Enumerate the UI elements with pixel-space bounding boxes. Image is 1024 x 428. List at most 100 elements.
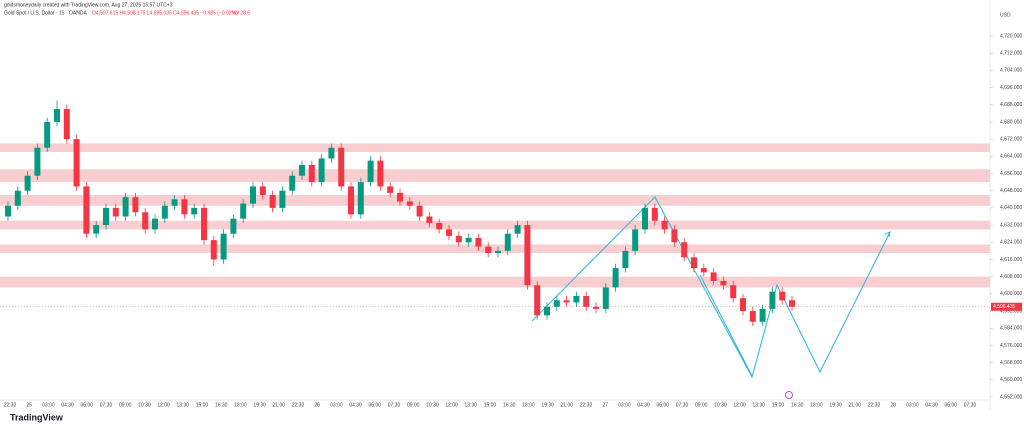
candle-body: [93, 225, 100, 234]
y-tick-label: 4,616.000: [1000, 257, 1022, 263]
y-tick-label: 4,560.000: [1000, 377, 1022, 383]
x-tick-label: 12:00: [445, 402, 458, 408]
candle-body: [691, 257, 697, 269]
event-icon[interactable]: [785, 391, 793, 399]
x-tick-label: 16:30: [791, 402, 804, 408]
x-tick-label: 06:00: [81, 402, 94, 408]
candle-body: [524, 225, 531, 286]
x-tick-label: 13:30: [465, 402, 478, 408]
y-tick-label: 4,656.000: [1000, 171, 1022, 177]
last-price-tag: [991, 302, 1022, 311]
credit: goldsmoneydaily created with TradingView…: [4, 2, 173, 8]
x-tick-label: 09:00: [695, 402, 708, 408]
y-tick-label: 4,552.000: [1000, 394, 1022, 400]
x-tick-label: 09:00: [407, 402, 420, 408]
projection-path: [531, 196, 891, 379]
candle-body: [279, 190, 286, 208]
candle-body: [103, 207, 109, 226]
candle-body: [455, 235, 462, 243]
candle-body: [553, 300, 560, 307]
candle-body: [612, 268, 619, 288]
candle-body: [671, 229, 678, 243]
x-tick-label: 21:00: [273, 402, 286, 408]
candle-body: [63, 109, 70, 140]
price-zone: [0, 220, 990, 230]
x-tick-label: 28: [890, 402, 896, 408]
candle-body: [602, 287, 609, 309]
candle-body: [220, 233, 227, 260]
x-tick-label: 06:00: [657, 402, 670, 408]
candle-body: [436, 222, 443, 230]
candle-body: [416, 205, 423, 217]
candle-body: [142, 212, 149, 230]
projection-segment: [699, 274, 753, 377]
candle-body: [181, 199, 188, 215]
x-tick-label: 07:30: [100, 402, 113, 408]
x-tick-label: 03:00: [330, 402, 343, 408]
volume: Vol 28.6: [232, 10, 250, 16]
candle-body: [54, 109, 60, 122]
candle-body: [191, 207, 198, 215]
x-tick-label: 19:30: [829, 402, 842, 408]
x-tick-label: 10:30: [138, 402, 151, 408]
candle-body: [475, 237, 482, 247]
candle-body: [269, 195, 276, 208]
x-tick-label: 22:30: [868, 402, 881, 408]
x-tick-label: 21:00: [849, 402, 862, 408]
x-tick-label: 07:30: [388, 402, 401, 408]
candle-body: [740, 298, 746, 312]
candle-body: [122, 197, 129, 217]
y-tick-label: 4,712.000: [1000, 51, 1022, 57]
candle-body: [485, 246, 492, 254]
candle-body: [44, 121, 51, 148]
y-tick-label: 4,640.000: [1000, 205, 1022, 211]
candle-body: [406, 201, 413, 206]
candle-body: [299, 164, 305, 176]
price-zone: [0, 195, 990, 206]
x-tick-label: 03:00: [618, 402, 631, 408]
candle-body: [240, 203, 247, 219]
x-tick-label: 10:30: [714, 402, 727, 408]
candle-body: [622, 250, 629, 269]
candle-body: [720, 280, 727, 286]
candle-body: [318, 158, 325, 183]
x-tick-label: 06:00: [369, 402, 382, 408]
last-price-label: 4,596.435: [993, 304, 1015, 310]
y-tick-label: 4,608.000: [1000, 274, 1022, 280]
candle-body: [73, 139, 80, 187]
candle-body: [514, 225, 521, 234]
x-tick-label: 09:00: [119, 402, 132, 408]
candle-body: [397, 192, 403, 202]
candle-body: [377, 160, 384, 187]
x-tick-label: 04:30: [637, 402, 650, 408]
candle-body: [338, 147, 345, 187]
candle-body: [769, 291, 776, 309]
y-tick-label: 4,576.000: [1000, 343, 1022, 349]
y-tick-label: 4,672.000: [1000, 136, 1022, 142]
candle-body: [171, 199, 178, 206]
candle-body: [563, 300, 570, 303]
y-tick-label: 4,568.000: [1000, 360, 1022, 366]
candle-body: [289, 175, 296, 191]
x-tick-label: 10:30: [426, 402, 439, 408]
candle-body: [201, 207, 207, 241]
x-tick-label: 18:00: [810, 402, 823, 408]
candle-body: [83, 186, 90, 234]
x-tick-label: 22:30: [292, 402, 305, 408]
x-tick-label: 06:00: [945, 402, 958, 408]
y-tick-label: 4,600.000: [1000, 291, 1022, 297]
candle-body: [446, 229, 452, 236]
candle-body: [112, 207, 119, 217]
projection-arrow: [884, 231, 891, 238]
x-tick-label: 13:30: [753, 402, 766, 408]
candle-body: [544, 306, 550, 316]
x-tick-label: 07:30: [964, 402, 977, 408]
y-tick-label: 4,680.000: [1000, 119, 1022, 125]
x-tick-label: 16:30: [215, 402, 228, 408]
x-tick-label: 04:30: [925, 402, 938, 408]
candle-body: [789, 300, 795, 307]
x-tick-label: 18:00: [522, 402, 535, 408]
candle-body: [250, 186, 256, 204]
candle-body: [348, 186, 354, 215]
